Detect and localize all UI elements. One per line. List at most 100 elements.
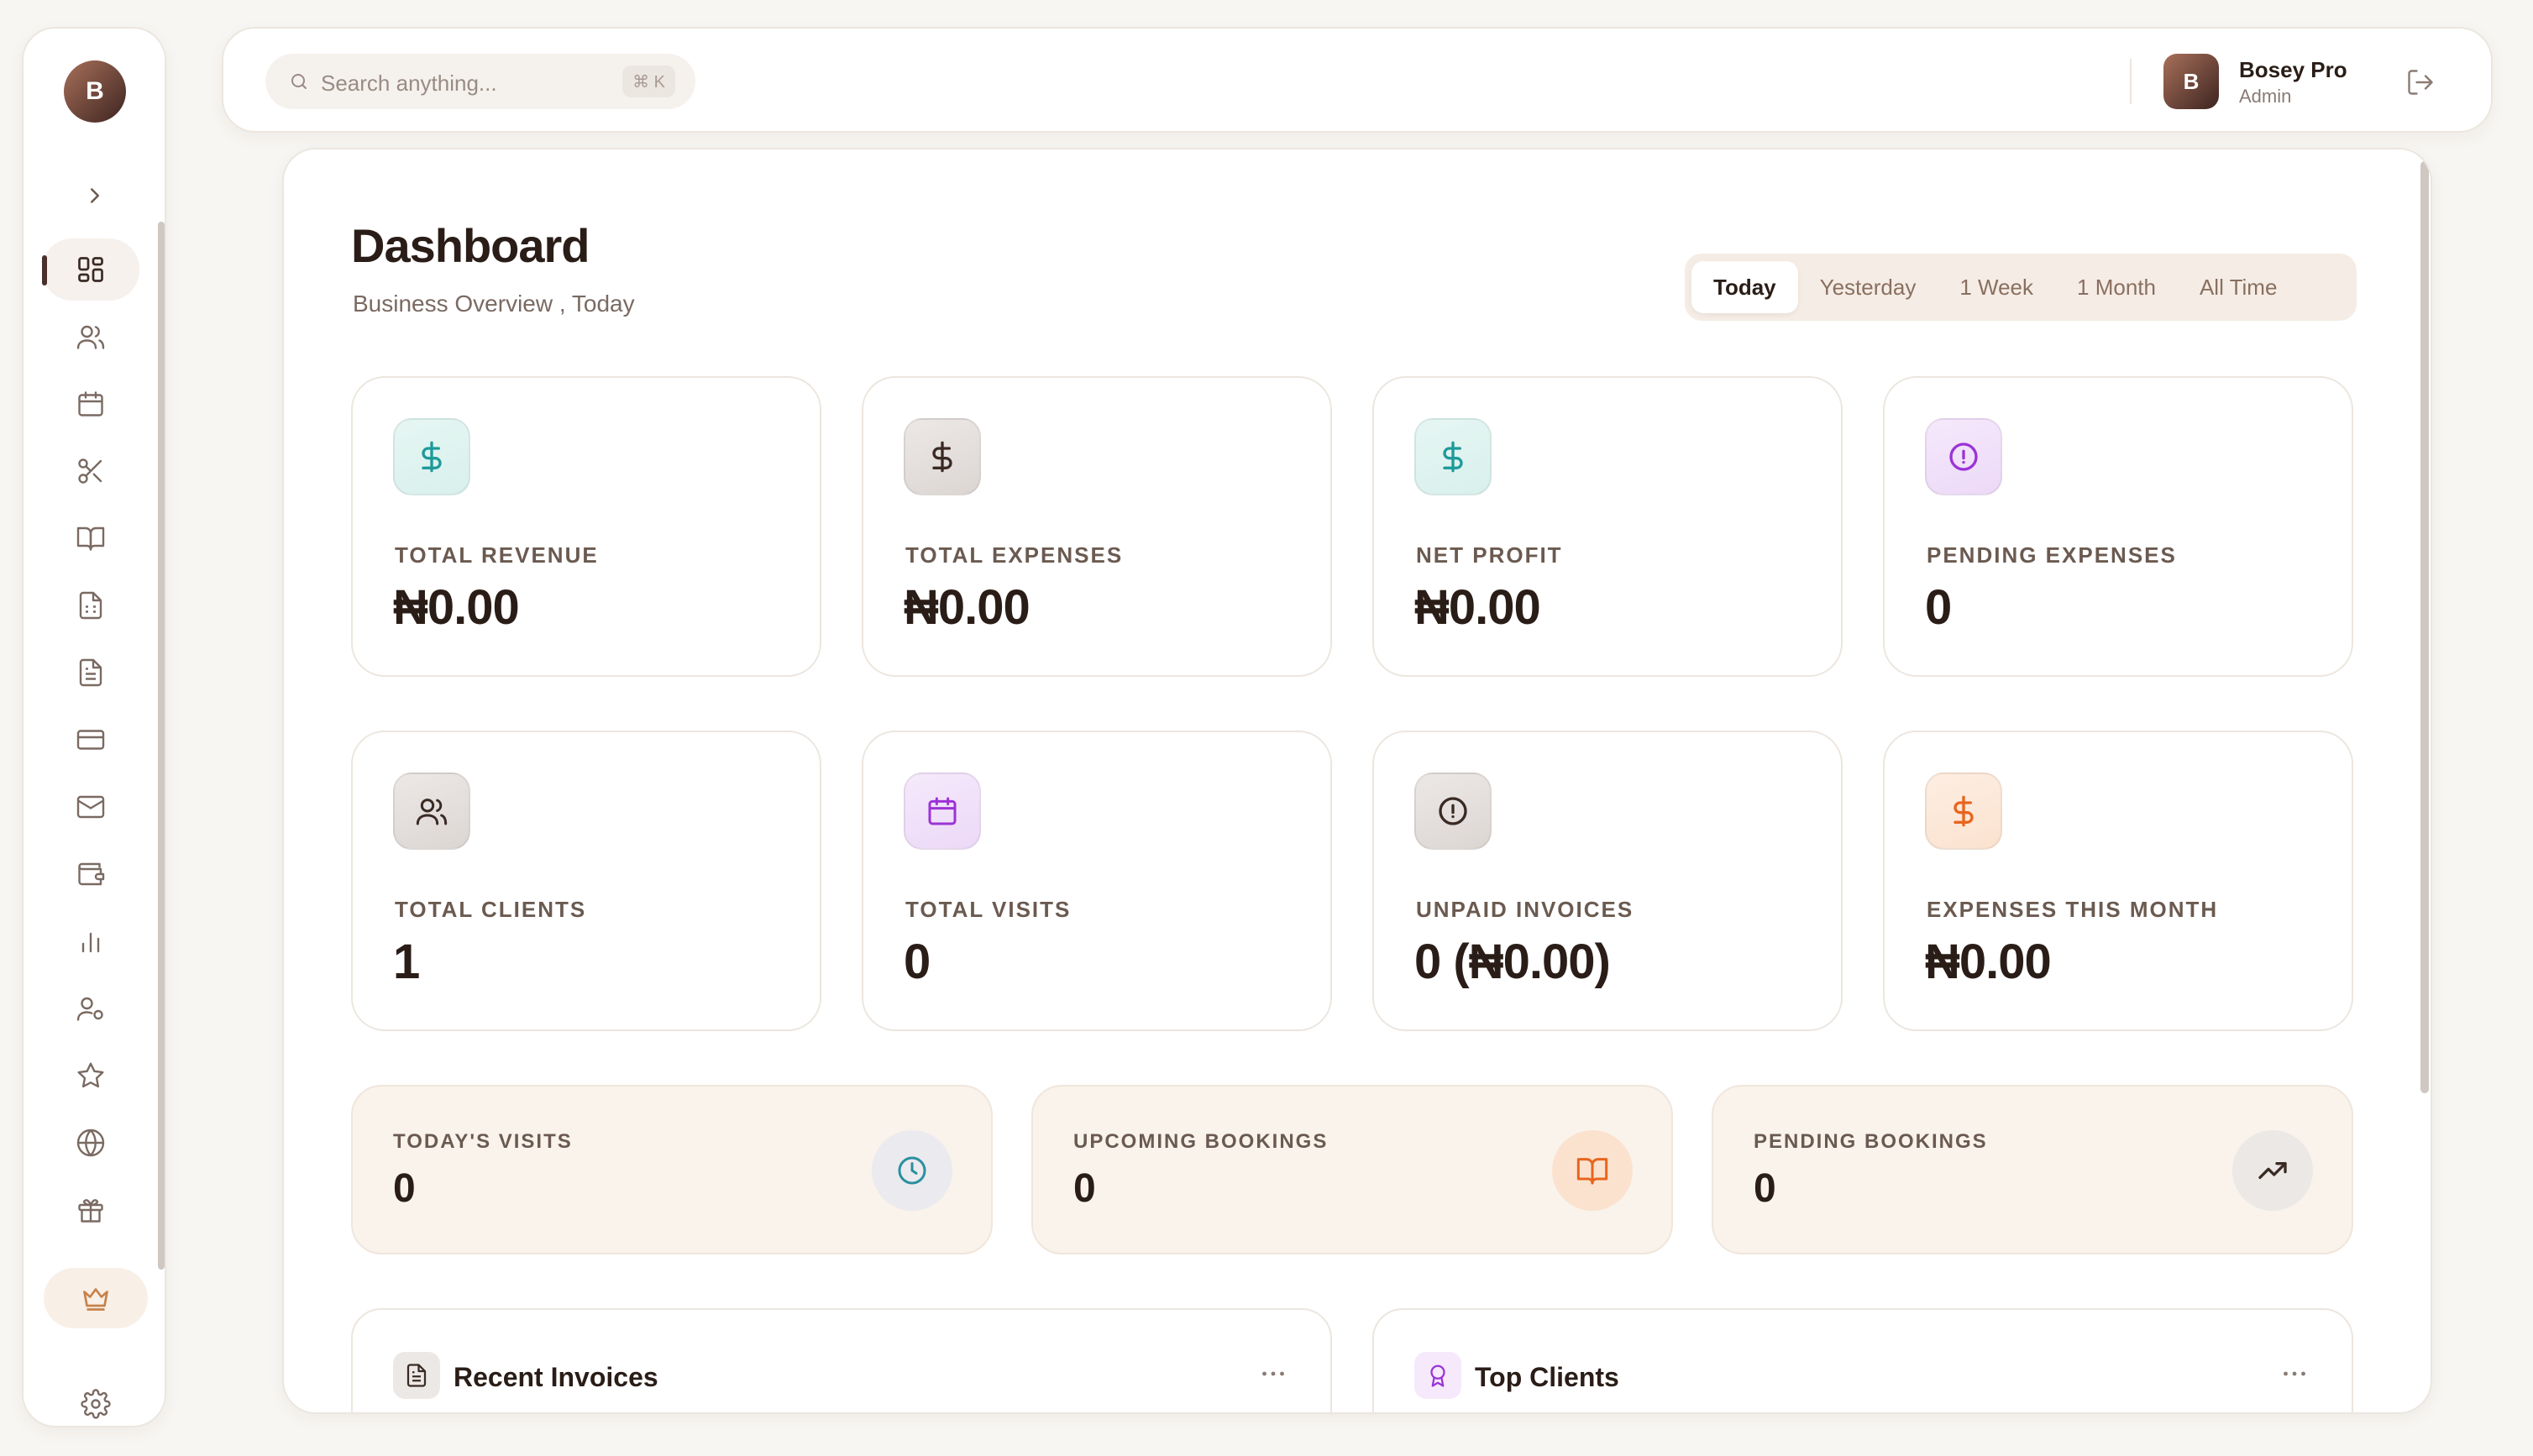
tab-today[interactable]: Today — [1691, 261, 1798, 313]
stat-label: TOTAL EXPENSES — [905, 542, 1124, 568]
dollar-icon — [904, 418, 981, 495]
mini-label: PENDING BOOKINGS — [1754, 1130, 1988, 1153]
book-open-icon — [1552, 1130, 1633, 1211]
stat-value: ₦0.00 — [1925, 935, 2052, 989]
page-title: Dashboard — [351, 219, 590, 272]
sidebar: B — [22, 27, 166, 1427]
sidebar-item-reviews[interactable] — [42, 1045, 139, 1107]
star-icon — [76, 1061, 106, 1091]
sidebar-item-bookings[interactable] — [42, 507, 139, 569]
stat-value: 0 (₦0.00) — [1414, 935, 1611, 989]
stat-value: ₦0.00 — [1414, 580, 1541, 635]
tab-yesterday[interactable]: Yesterday — [1819, 274, 1917, 300]
chevron-right-icon[interactable] — [82, 183, 108, 208]
user-avatar[interactable]: B — [2163, 54, 2219, 109]
sidebar-item-invoices[interactable] — [42, 574, 139, 636]
sidebar-item-services[interactable] — [42, 440, 139, 502]
topbar: Search anything... ⌘ K B Bosey Pro Admin — [222, 27, 2493, 133]
avatar[interactable]: B — [64, 60, 126, 123]
file-text-icon — [76, 657, 106, 688]
mini-label: TODAY'S VISITS — [393, 1130, 573, 1153]
stat-label: TOTAL REVENUE — [395, 542, 599, 568]
top-clients-panel: Top Clients — [1372, 1308, 2353, 1412]
stat-label: UNPAID INVOICES — [1416, 897, 1634, 922]
tab-1-month[interactable]: 1 Month — [2077, 274, 2156, 300]
mini-value: 0 — [1073, 1166, 1096, 1211]
mail-icon — [76, 792, 106, 822]
dollar-icon — [393, 418, 470, 495]
stat-value: 0 — [904, 935, 931, 989]
sidebar-item-payments[interactable] — [42, 709, 139, 771]
divider — [2130, 59, 2132, 104]
search-icon — [289, 71, 309, 92]
stat-value: 0 — [1925, 580, 1952, 635]
upgrade-button[interactable] — [44, 1268, 148, 1328]
recent-invoices-panel: Recent Invoices — [351, 1308, 1332, 1412]
sidebar-item-messages[interactable] — [42, 776, 139, 838]
mini-value: 0 — [393, 1166, 416, 1211]
mini-card-upcoming-bookings: UPCOMING BOOKINGS 0 — [1031, 1085, 1673, 1254]
dollar-icon — [1414, 418, 1492, 495]
tab-1-week[interactable]: 1 Week — [1959, 274, 2034, 300]
tab-all-time[interactable]: All Time — [2199, 274, 2278, 300]
sidebar-item-documents[interactable] — [42, 642, 139, 704]
user-role: Admin — [2239, 86, 2292, 107]
stat-label: TOTAL CLIENTS — [395, 897, 587, 922]
search-shortcut: ⌘ K — [622, 65, 675, 97]
page-subtitle: Business Overview , Today — [353, 291, 635, 317]
sidebar-item-website[interactable] — [42, 1112, 139, 1174]
calendar-icon — [76, 389, 106, 419]
stat-label: TOTAL VISITS — [905, 897, 1072, 922]
mini-card-pending-bookings: PENDING BOOKINGS 0 — [1712, 1085, 2353, 1254]
stat-value: ₦0.00 — [393, 580, 520, 635]
alert-circle-icon — [1414, 773, 1492, 850]
users-icon — [393, 773, 470, 850]
gift-icon — [76, 1195, 106, 1225]
main-panel: Dashboard Business Overview , Today Toda… — [282, 148, 2432, 1414]
more-horizontal-icon[interactable] — [2279, 1359, 2310, 1389]
calendar-icon — [904, 773, 981, 850]
stat-card-net-profit: NET PROFIT ₦0.00 — [1372, 376, 1843, 677]
credit-card-icon — [76, 725, 106, 755]
panel-title: Recent Invoices — [454, 1362, 658, 1392]
sidebar-scrollbar[interactable] — [158, 222, 165, 1270]
sidebar-item-clients[interactable] — [42, 306, 139, 368]
stat-card-unpaid-invoices: UNPAID INVOICES 0 (₦0.00) — [1372, 731, 1843, 1031]
clock-icon — [872, 1130, 952, 1211]
scissors-icon — [76, 456, 106, 486]
more-horizontal-icon[interactable] — [1258, 1359, 1288, 1389]
stat-card-pending-expenses: PENDING EXPENSES 0 — [1883, 376, 2353, 677]
alert-circle-icon — [1925, 418, 2002, 495]
stat-card-total-expenses: TOTAL EXPENSES ₦0.00 — [862, 376, 1332, 677]
search-input[interactable]: Search anything... ⌘ K — [265, 54, 695, 109]
trending-up-icon — [2232, 1130, 2313, 1211]
stat-card-total-visits: TOTAL VISITS 0 — [862, 731, 1332, 1031]
sidebar-item-gifts[interactable] — [42, 1179, 139, 1241]
crown-icon — [81, 1283, 111, 1313]
book-open-icon — [76, 523, 106, 553]
stat-label: NET PROFIT — [1416, 542, 1563, 568]
dollar-icon — [1925, 773, 2002, 850]
main-scrollbar[interactable] — [2420, 161, 2429, 1093]
stat-card-total-clients: TOTAL CLIENTS 1 — [351, 731, 821, 1031]
sidebar-item-reports[interactable] — [42, 910, 139, 972]
user-name: Bosey Pro — [2239, 57, 2347, 82]
wallet-icon — [76, 859, 106, 889]
award-icon — [1414, 1352, 1461, 1399]
user-settings-icon — [76, 993, 106, 1024]
stat-value: ₦0.00 — [904, 580, 1031, 635]
mini-label: UPCOMING BOOKINGS — [1073, 1130, 1329, 1153]
sidebar-item-dashboard[interactable] — [42, 238, 139, 301]
stat-label: EXPENSES THIS MONTH — [1927, 897, 2219, 922]
sidebar-item-wallet[interactable] — [42, 843, 139, 905]
file-text-icon — [393, 1352, 440, 1399]
stat-card-total-revenue: TOTAL REVENUE ₦0.00 — [351, 376, 821, 677]
sidebar-item-staff[interactable] — [42, 977, 139, 1040]
logout-icon[interactable] — [2405, 67, 2436, 97]
file-spreadsheet-icon — [76, 590, 106, 621]
gear-icon[interactable] — [81, 1389, 111, 1419]
mini-card-todays-visits: TODAY'S VISITS 0 — [351, 1085, 993, 1254]
stat-label: PENDING EXPENSES — [1927, 542, 2177, 568]
sidebar-item-calendar[interactable] — [42, 373, 139, 435]
users-icon — [76, 322, 106, 352]
